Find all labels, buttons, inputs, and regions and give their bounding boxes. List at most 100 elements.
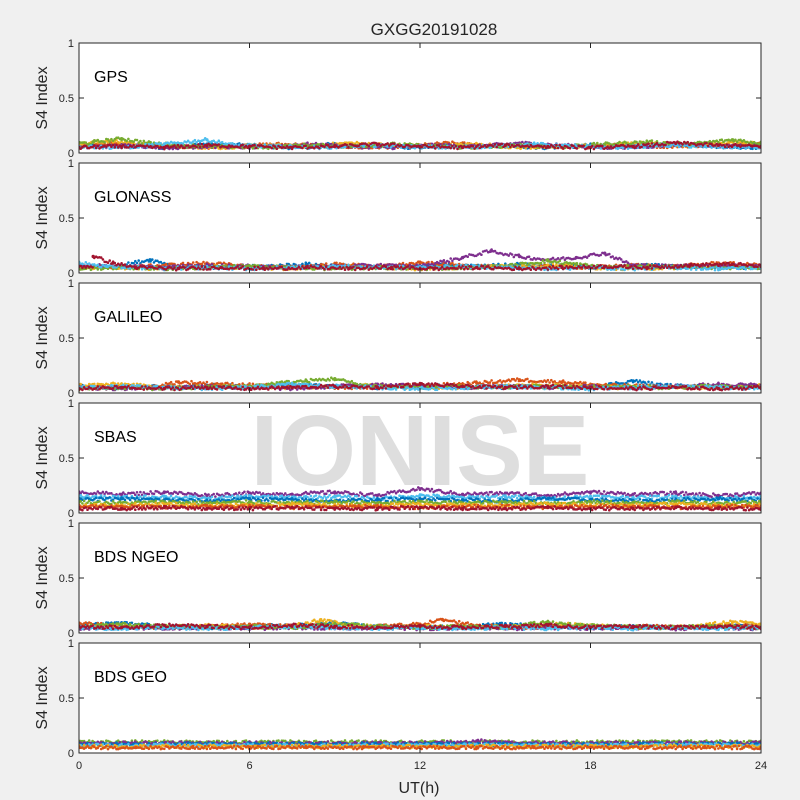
data-point	[489, 249, 493, 253]
data-point	[460, 255, 465, 260]
data-point	[674, 141, 678, 145]
data-point	[134, 265, 138, 270]
data-series-6	[79, 381, 761, 392]
data-point	[333, 144, 337, 149]
x-tick-label: 0	[76, 760, 82, 772]
data-point	[645, 265, 649, 270]
y-tick-label: 0.5	[59, 453, 74, 465]
data-points	[79, 248, 761, 272]
data-point	[290, 623, 294, 627]
data-series-6	[79, 140, 761, 151]
data-point	[503, 494, 507, 499]
data-point	[730, 138, 735, 142]
data-points	[79, 617, 761, 632]
data-point	[674, 625, 678, 630]
y-tick-label: 1	[68, 638, 74, 650]
figure-title: GXGG20191028	[371, 20, 498, 39]
panels-group: 0 0.5 1 S4 Index GPS 0 0.5 1 S4 Index GLONASS 0 0.5…	[34, 38, 767, 772]
data-point	[546, 502, 550, 506]
data-point	[546, 505, 550, 510]
data-point	[674, 505, 678, 510]
data-point	[191, 745, 195, 750]
data-point	[517, 378, 522, 382]
data-point	[119, 622, 124, 626]
data-point	[304, 745, 308, 750]
data-point	[148, 258, 152, 262]
data-point	[631, 386, 635, 391]
y-tick-label: 1	[68, 398, 74, 410]
y-axis-label: S4 Index	[34, 186, 51, 249]
x-tick-label: 12	[414, 760, 426, 772]
data-point	[247, 745, 252, 750]
data-point	[219, 265, 223, 270]
data-point	[603, 142, 607, 146]
plot-area	[79, 283, 761, 393]
panel-label: GALILEO	[94, 309, 162, 326]
data-point	[247, 497, 252, 501]
data-point	[674, 494, 678, 499]
plot-area	[79, 163, 761, 273]
panel-label: GPS	[94, 69, 128, 86]
data-point	[460, 384, 465, 389]
data-point	[674, 491, 678, 495]
data-point	[205, 143, 209, 147]
data-point	[716, 624, 721, 629]
data-point	[475, 745, 479, 750]
data-point	[716, 506, 721, 511]
data-point	[546, 384, 550, 389]
data-point	[333, 506, 337, 511]
y-tick-label: 1	[68, 278, 74, 290]
data-point	[205, 385, 209, 390]
data-point	[111, 261, 115, 265]
data-points	[79, 136, 761, 151]
data-point	[460, 506, 465, 511]
data-point	[333, 494, 337, 499]
data-point	[134, 745, 138, 750]
data-point	[730, 262, 735, 266]
data-point	[119, 385, 124, 390]
x-tick-label: 18	[584, 760, 596, 772]
data-point	[475, 265, 479, 270]
data-point	[91, 140, 95, 144]
data-point	[460, 498, 465, 502]
y-tick-label: 0.5	[59, 93, 74, 105]
y-tick-label: 0	[68, 628, 74, 640]
data-point	[418, 497, 422, 501]
data-point	[574, 255, 578, 260]
data-series-6	[79, 504, 761, 512]
data-point	[290, 382, 294, 386]
panel-label: BDS NGEO	[94, 549, 178, 566]
data-point	[560, 380, 564, 384]
panel-bds-geo: 0 0.5 1 0 6 12 18 24 S4 Index BDS GEO	[34, 638, 767, 772]
data-point	[247, 491, 252, 495]
x-axis-label: UT(h)	[399, 780, 440, 797]
data-point	[247, 144, 252, 149]
y-tick-label: 0	[68, 268, 74, 280]
y-tick-label: 0.5	[59, 213, 74, 225]
data-point	[290, 502, 294, 506]
data-point	[588, 745, 593, 750]
data-point	[560, 265, 564, 270]
data-point	[418, 502, 422, 506]
data-point	[361, 745, 365, 750]
data-point	[333, 377, 337, 381]
data-point	[588, 385, 593, 390]
x-tick-label: 24	[755, 760, 767, 772]
data-point	[418, 487, 422, 491]
data-point	[119, 492, 124, 496]
y-axis-label: S4 Index	[34, 306, 51, 369]
data-point	[176, 380, 181, 384]
data-point	[105, 264, 110, 269]
y-tick-label: 0.5	[59, 693, 74, 705]
data-point	[91, 254, 95, 259]
data-point	[730, 620, 735, 624]
data-point	[460, 492, 465, 496]
data-point	[418, 144, 422, 149]
data-point	[588, 500, 593, 504]
data-point	[162, 505, 166, 510]
data-point	[119, 506, 124, 511]
data-point	[389, 265, 394, 270]
data-point	[375, 493, 380, 498]
y-tick-label: 0	[68, 508, 74, 520]
